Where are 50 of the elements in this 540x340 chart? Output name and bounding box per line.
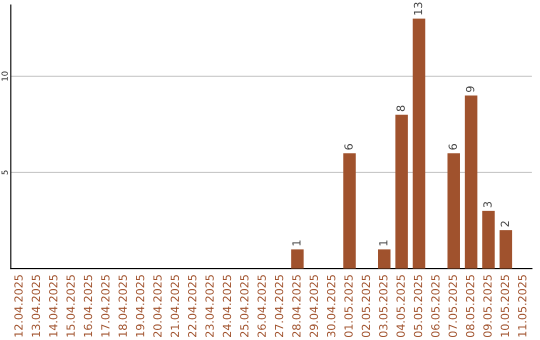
x-tick-label: 13.04.2025 [32,275,40,337]
x-tick-label: 22.04.2025 [188,275,196,337]
data-label: 2 [500,221,509,227]
x-tick-label: 16.04.2025 [84,275,92,337]
x-tick-label: 20.04.2025 [153,275,162,337]
x-tick-label: 03.05.2025 [379,275,388,338]
data-label: 1 [379,240,388,246]
x-tick-label: 26.04.2025 [257,275,266,337]
bar [343,153,356,269]
bar [447,153,460,269]
data-label: 3 [483,202,492,208]
x-tick-label: 10.05.2025 [500,275,510,337]
x-tick-label: 01.05.2025 [344,275,353,338]
data-label: 8 [396,106,405,112]
x-tick-label: 29.04.2025 [310,275,318,337]
x-tick-label: 08.05.2025 [466,275,474,338]
x-tick-label: 18.04.2025 [118,275,127,337]
x-tick-label: 07.05.2025 [448,275,457,338]
x-tick-label: 12.04.2025 [14,275,23,337]
x-tick-label: 09.05.2025 [483,275,492,338]
bar [482,210,495,269]
data-label: 6 [448,144,457,150]
x-tick-label: 17.04.2025 [101,275,110,337]
data-label: 6 [344,144,353,150]
data-label: 9 [466,86,474,92]
data-label: 1 [292,240,300,246]
x-tick-label: 21.04.2025 [170,275,180,337]
data-label: 13 [414,2,422,15]
bar [378,249,391,269]
x-tick-label: 19.04.2025 [136,275,144,337]
x-tick-label: 15.04.2025 [66,275,75,337]
bar [412,18,426,269]
x-tick-label: 05.05.2025 [414,275,422,338]
bar [291,249,304,269]
x-tick-label: 23.04.2025 [205,275,214,337]
x-tick-label: 06.05.2025 [431,275,440,338]
x-tick-label: 30.04.2025 [326,275,336,337]
bar [500,230,512,269]
x-tick-label: 02.05.2025 [362,275,370,338]
bar [464,96,478,269]
x-tick-label: 11.05.2025 [518,275,526,337]
x-tick-label: 25.04.2025 [240,275,249,337]
bar [395,114,408,269]
x-tick-label: 14.04.2025 [49,275,58,337]
y-tick-label: 10 [1,72,8,81]
x-tick-label: 24.04.2025 [222,275,232,337]
y-tick-label: 5 [2,170,8,174]
x-tick-label: 04.05.2025 [396,275,405,338]
x-tick-label: 28.04.2025 [292,275,301,337]
x-tick-label: 27.04.2025 [274,275,284,337]
